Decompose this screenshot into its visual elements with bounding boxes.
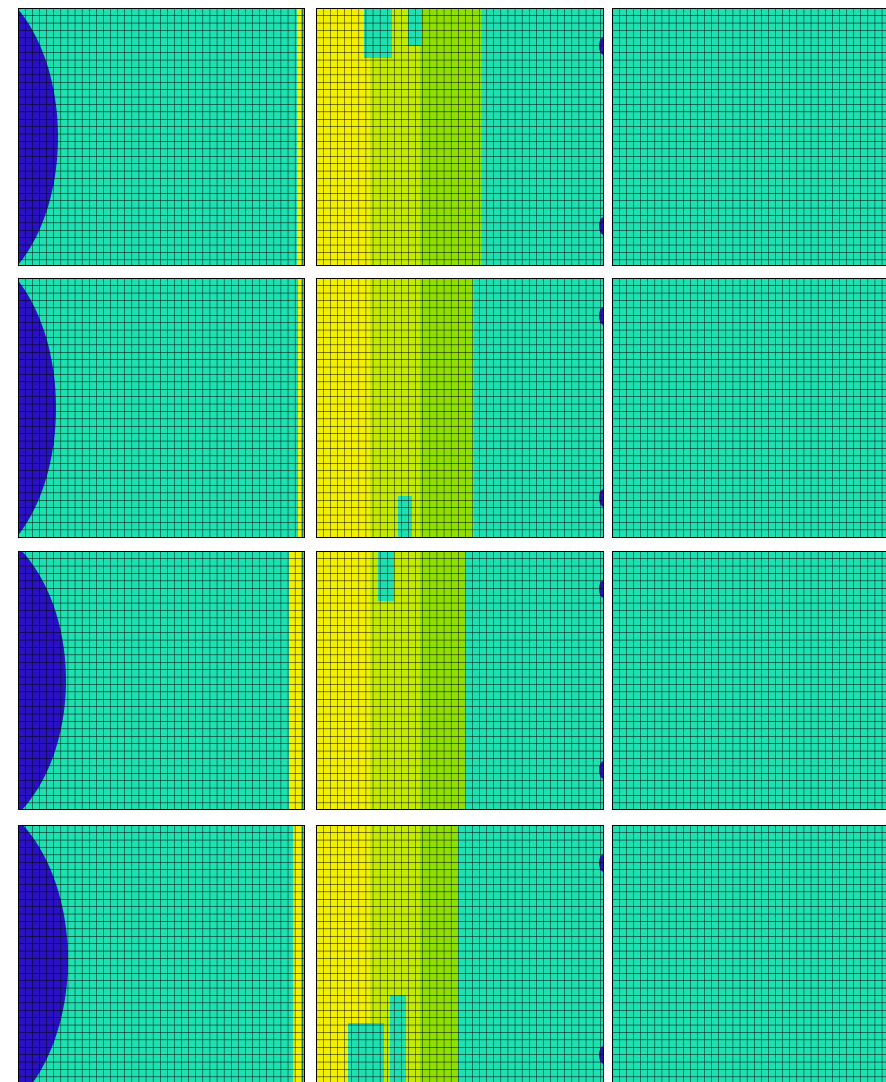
panel-border bbox=[612, 825, 886, 1082]
mesh-lines bbox=[316, 8, 604, 266]
mesh-panel bbox=[612, 8, 886, 266]
mesh-lines bbox=[18, 8, 305, 266]
mesh-lines bbox=[18, 278, 305, 538]
panel-border bbox=[18, 278, 305, 538]
panel-border bbox=[612, 551, 886, 810]
panel-border bbox=[316, 278, 604, 538]
mesh-panel bbox=[316, 551, 604, 810]
panel-border bbox=[18, 551, 305, 810]
mesh-panel bbox=[18, 8, 305, 266]
mesh-panel bbox=[612, 551, 886, 810]
mesh-panel bbox=[612, 278, 886, 538]
mesh-panel bbox=[18, 825, 305, 1082]
panel-border bbox=[18, 8, 305, 266]
mesh-panel bbox=[316, 278, 604, 538]
mesh-lines bbox=[316, 278, 604, 538]
mesh-lines bbox=[316, 825, 604, 1082]
mesh-lines bbox=[612, 551, 886, 810]
panel-border bbox=[612, 8, 886, 266]
panel-border bbox=[316, 551, 604, 810]
mesh-lines bbox=[18, 551, 305, 810]
panel-border bbox=[18, 825, 305, 1082]
mesh-lines bbox=[612, 825, 886, 1082]
mesh-panel bbox=[18, 278, 305, 538]
mesh-panel bbox=[316, 8, 604, 266]
mesh-panel bbox=[18, 551, 305, 810]
panel-border bbox=[612, 278, 886, 538]
mesh-lines bbox=[612, 8, 886, 266]
mesh-lines bbox=[18, 825, 305, 1082]
panel-border bbox=[316, 8, 604, 266]
mesh-lines bbox=[316, 551, 604, 810]
mesh-lines bbox=[612, 278, 886, 538]
mesh-panel bbox=[612, 825, 886, 1082]
mesh-panel bbox=[316, 825, 604, 1082]
panel-border bbox=[316, 825, 604, 1082]
